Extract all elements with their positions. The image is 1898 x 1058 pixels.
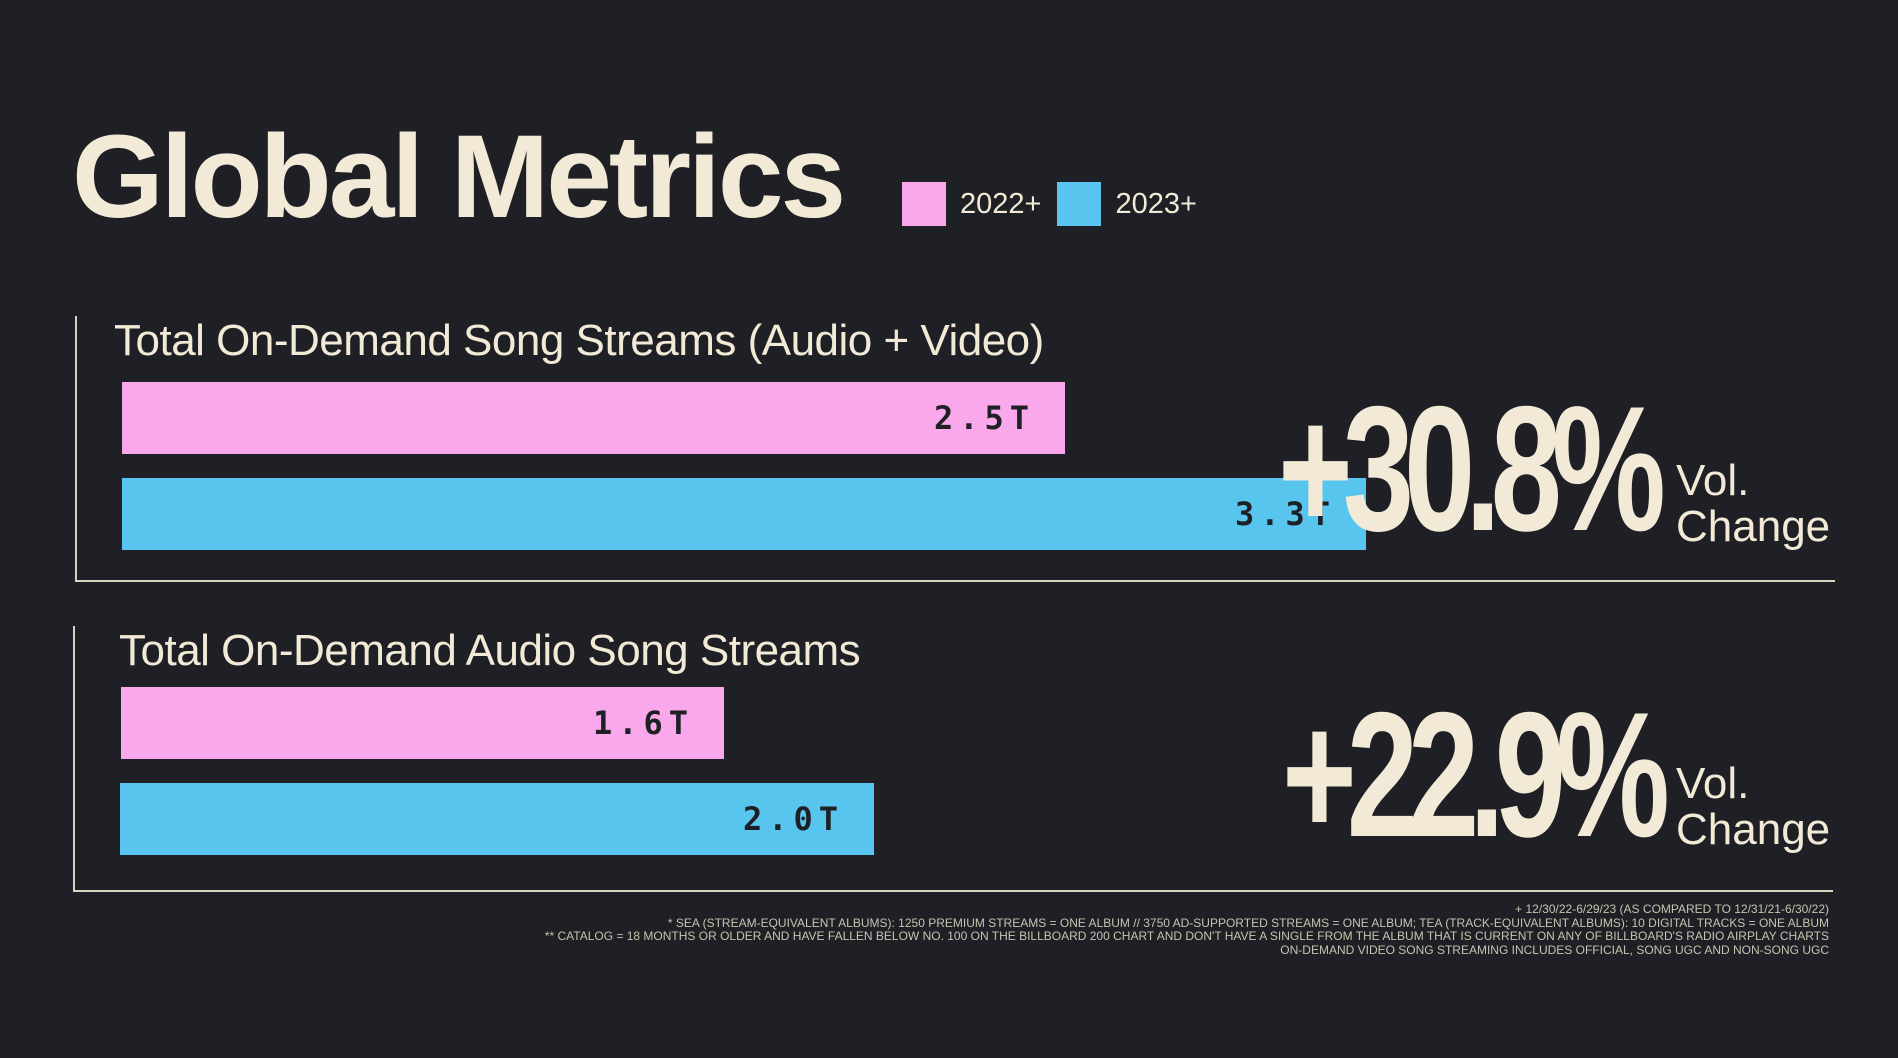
page-title: Global Metrics: [72, 111, 846, 243]
bar-label-2022: 1.6T: [592, 704, 694, 742]
legend-label-2022: 2022+: [960, 187, 1042, 220]
change-label-line2: Change: [1676, 805, 1831, 854]
chart-title: Total On-Demand Song Streams (Audio + Vi…: [114, 316, 1044, 365]
footnote: * SEA (STREAM-EQUIVALENT ALBUMS): 1250 P…: [667, 915, 1829, 930]
panel-frame-bottom: [73, 890, 1833, 892]
volume-change-audio: +22.9%: [1282, 686, 1807, 864]
panel-frame-left: [73, 626, 75, 892]
volume-change-value: +22.9%: [1282, 675, 1670, 874]
chart-legend: 2022+ 2023+: [902, 182, 1213, 226]
panel-audio-streams: Total On-Demand Audio Song Streams 1.6T …: [73, 626, 1833, 892]
change-label-line2: Change: [1676, 502, 1831, 551]
bar-2023: [120, 783, 874, 855]
bar-label-2022: 2.5T: [933, 399, 1035, 437]
panel-total-streams: Total On-Demand Song Streams (Audio + Vi…: [75, 316, 1835, 582]
bar-label-2023: 3.3T: [1234, 495, 1336, 533]
legend-item-2023: 2023+: [1057, 182, 1197, 226]
chart-title: Total On-Demand Audio Song Streams: [119, 626, 861, 675]
volume-change-label: Vol. Change: [1676, 458, 1866, 550]
footnote: ON-DEMAND VIDEO SONG STREAMING INCLUDES …: [1280, 942, 1829, 957]
legend-item-2022: 2022+: [902, 182, 1041, 226]
legend-label-2023: 2023+: [1115, 187, 1197, 220]
legend-swatch-2022: [902, 182, 946, 226]
change-label-line1: Vol.: [1676, 759, 1750, 808]
bar-2022: [122, 382, 1065, 454]
footnote: ** CATALOG = 18 MONTHS OR OLDER AND HAVE…: [544, 929, 1829, 943]
volume-change-total: +30.8%: [1278, 380, 1803, 558]
change-label-line1: Vol.: [1676, 456, 1750, 505]
bar-label-2023: 2.0T: [742, 800, 844, 838]
footnotes: + 12/30/22-6/29/23 (AS COMPARED TO 12/31…: [329, 902, 1829, 957]
bar-2022: [121, 687, 724, 759]
footnote: + 12/30/22-6/29/23 (AS COMPARED TO 12/31…: [1515, 902, 1829, 916]
panel-frame-left: [75, 316, 77, 582]
legend-swatch-2023: [1057, 182, 1102, 226]
bar-2023: [122, 478, 1366, 550]
panel-frame-bottom: [75, 580, 1835, 582]
volume-change-label: Vol. Change: [1676, 761, 1866, 853]
volume-change-value: +30.8%: [1278, 369, 1666, 568]
